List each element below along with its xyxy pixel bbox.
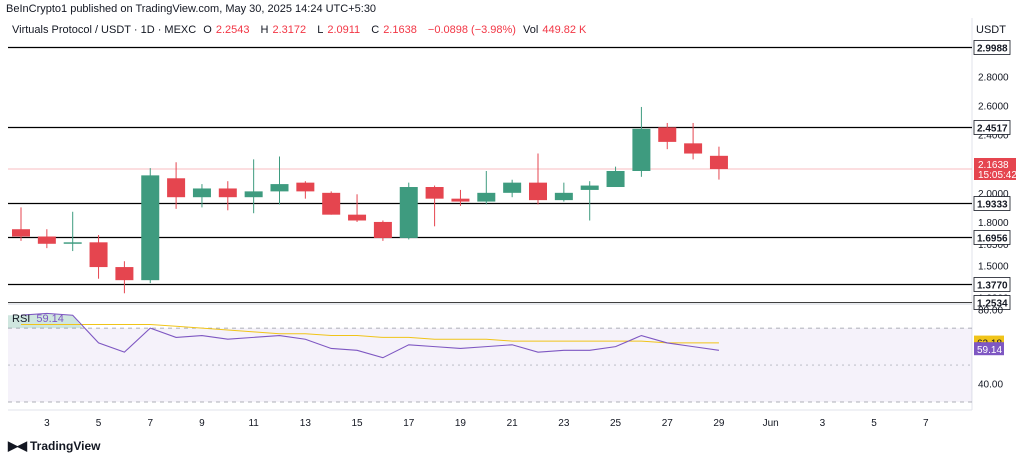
change-value: −0.0898 (−3.98%): [427, 24, 516, 36]
x-tick-label: 17: [403, 418, 415, 429]
level-price-tag: [973, 120, 1011, 135]
level-price-label: 1.2534: [977, 299, 1008, 310]
volume-value: Vol 449.82 K: [523, 24, 587, 36]
level-price-tag: [973, 277, 1011, 292]
level-price-tag: [973, 295, 1011, 310]
y-tick-label: 2.8000: [978, 72, 1009, 83]
candle-body: [89, 242, 108, 268]
y-tick-label: 1.8000: [978, 218, 1009, 229]
rsi-label: RSI: [12, 313, 31, 325]
candle-body: [373, 221, 392, 238]
high-value: H 2.3172: [260, 24, 307, 36]
y-tick-label: 2.4000: [978, 131, 1009, 142]
candle-body: [192, 188, 211, 198]
rsi-value: 59.14: [36, 313, 64, 325]
candle-body: [529, 182, 547, 201]
candle-body: [580, 185, 599, 190]
tradingview-logo-icon: ▶◀: [8, 438, 27, 453]
candle-body: [606, 171, 625, 188]
candle-body: [167, 178, 186, 198]
x-tick-label: 3: [44, 418, 50, 429]
x-tick-label: 7: [147, 418, 153, 429]
candle-body: [684, 143, 703, 154]
candle-body: [477, 192, 496, 202]
x-tick-label: 3: [820, 418, 826, 429]
x-tick-label: 21: [507, 418, 519, 429]
currency-label: USDT: [976, 24, 1006, 36]
published-info: BeInCrypto1 published on TradingView.com…: [6, 3, 377, 15]
candle-body: [503, 182, 522, 193]
x-tick-label: 5: [871, 418, 877, 429]
close-value: C 2.1638: [371, 24, 417, 36]
candle-body: [218, 188, 237, 198]
x-tick-label: 9: [199, 418, 205, 429]
y-tick-label: 1.6500: [978, 240, 1009, 251]
open-value: O 2.2543: [203, 24, 250, 36]
candle-body: [244, 191, 263, 198]
level-price-label: 2.9988: [977, 44, 1008, 55]
candle-body: [425, 187, 444, 199]
x-tick-label: 11: [248, 418, 259, 429]
x-tick-label: 15: [351, 418, 363, 429]
level-price-tag: [973, 40, 1011, 55]
y-tick-label: 2.6000: [978, 102, 1009, 113]
candle-body: [632, 128, 651, 171]
candle-body: [141, 175, 160, 281]
last-price-tag: [974, 157, 1016, 180]
level-price-label: 2.4517: [977, 124, 1008, 135]
ohlc-legend: Virtuals Protocol / USDT · 1D · MEXC O 2.…: [12, 24, 594, 36]
x-tick-label: 23: [558, 418, 570, 429]
candle-body: [348, 214, 367, 221]
low-value: L 2.0911: [317, 24, 361, 36]
level-price-label: 1.6956: [977, 234, 1008, 245]
candle-body: [115, 267, 134, 281]
rsi-last-value: 59.14: [977, 345, 1002, 356]
last-price-label: 2.1638: [978, 160, 1009, 171]
level-price-label: 1.9333: [977, 200, 1008, 211]
x-tick-label: 13: [300, 418, 312, 429]
countdown-label: 15:05:42: [978, 170, 1017, 181]
candle-body: [709, 155, 728, 169]
rsi-tick-label: 80.00: [978, 306, 1003, 317]
rsi-value-tag: [974, 342, 1004, 356]
candle-body: [63, 242, 82, 244]
level-price-tag: [973, 196, 1011, 211]
candle-body: [296, 182, 315, 192]
x-tick-label: 29: [713, 418, 725, 429]
level-price-tag: [973, 230, 1011, 245]
candle-body: [270, 184, 289, 192]
level-price-label: 1.3770: [977, 281, 1008, 292]
candle-body: [322, 192, 341, 215]
candle-body: [554, 192, 573, 201]
brand-name: TradingView: [30, 439, 101, 453]
candle-body: [451, 198, 470, 202]
x-tick-label: 5: [96, 418, 102, 429]
x-tick-label: 7: [923, 418, 929, 429]
y-tick-label: 1.5000: [978, 262, 1009, 273]
x-tick-label: Jun: [763, 418, 779, 429]
candle-body: [658, 127, 677, 142]
candle-body: [12, 229, 30, 237]
tradingview-brand[interactable]: ▶◀ TradingView: [8, 438, 100, 454]
rsi-tick-label: 40.00: [978, 380, 1003, 391]
x-tick-label: 19: [455, 418, 467, 429]
candle-body: [399, 187, 418, 238]
rsi-line: [20, 312, 720, 359]
rsi-ma-line: [21, 323, 719, 344]
x-tick-label: 27: [662, 418, 674, 429]
y-tick-label: 2.0000: [978, 189, 1009, 200]
candle-body: [37, 236, 56, 244]
symbol-name[interactable]: Virtuals Protocol / USDT · 1D · MEXC: [12, 24, 197, 36]
rsi-legend: RSI 59.14: [12, 313, 64, 325]
x-tick-label: 25: [610, 418, 622, 429]
